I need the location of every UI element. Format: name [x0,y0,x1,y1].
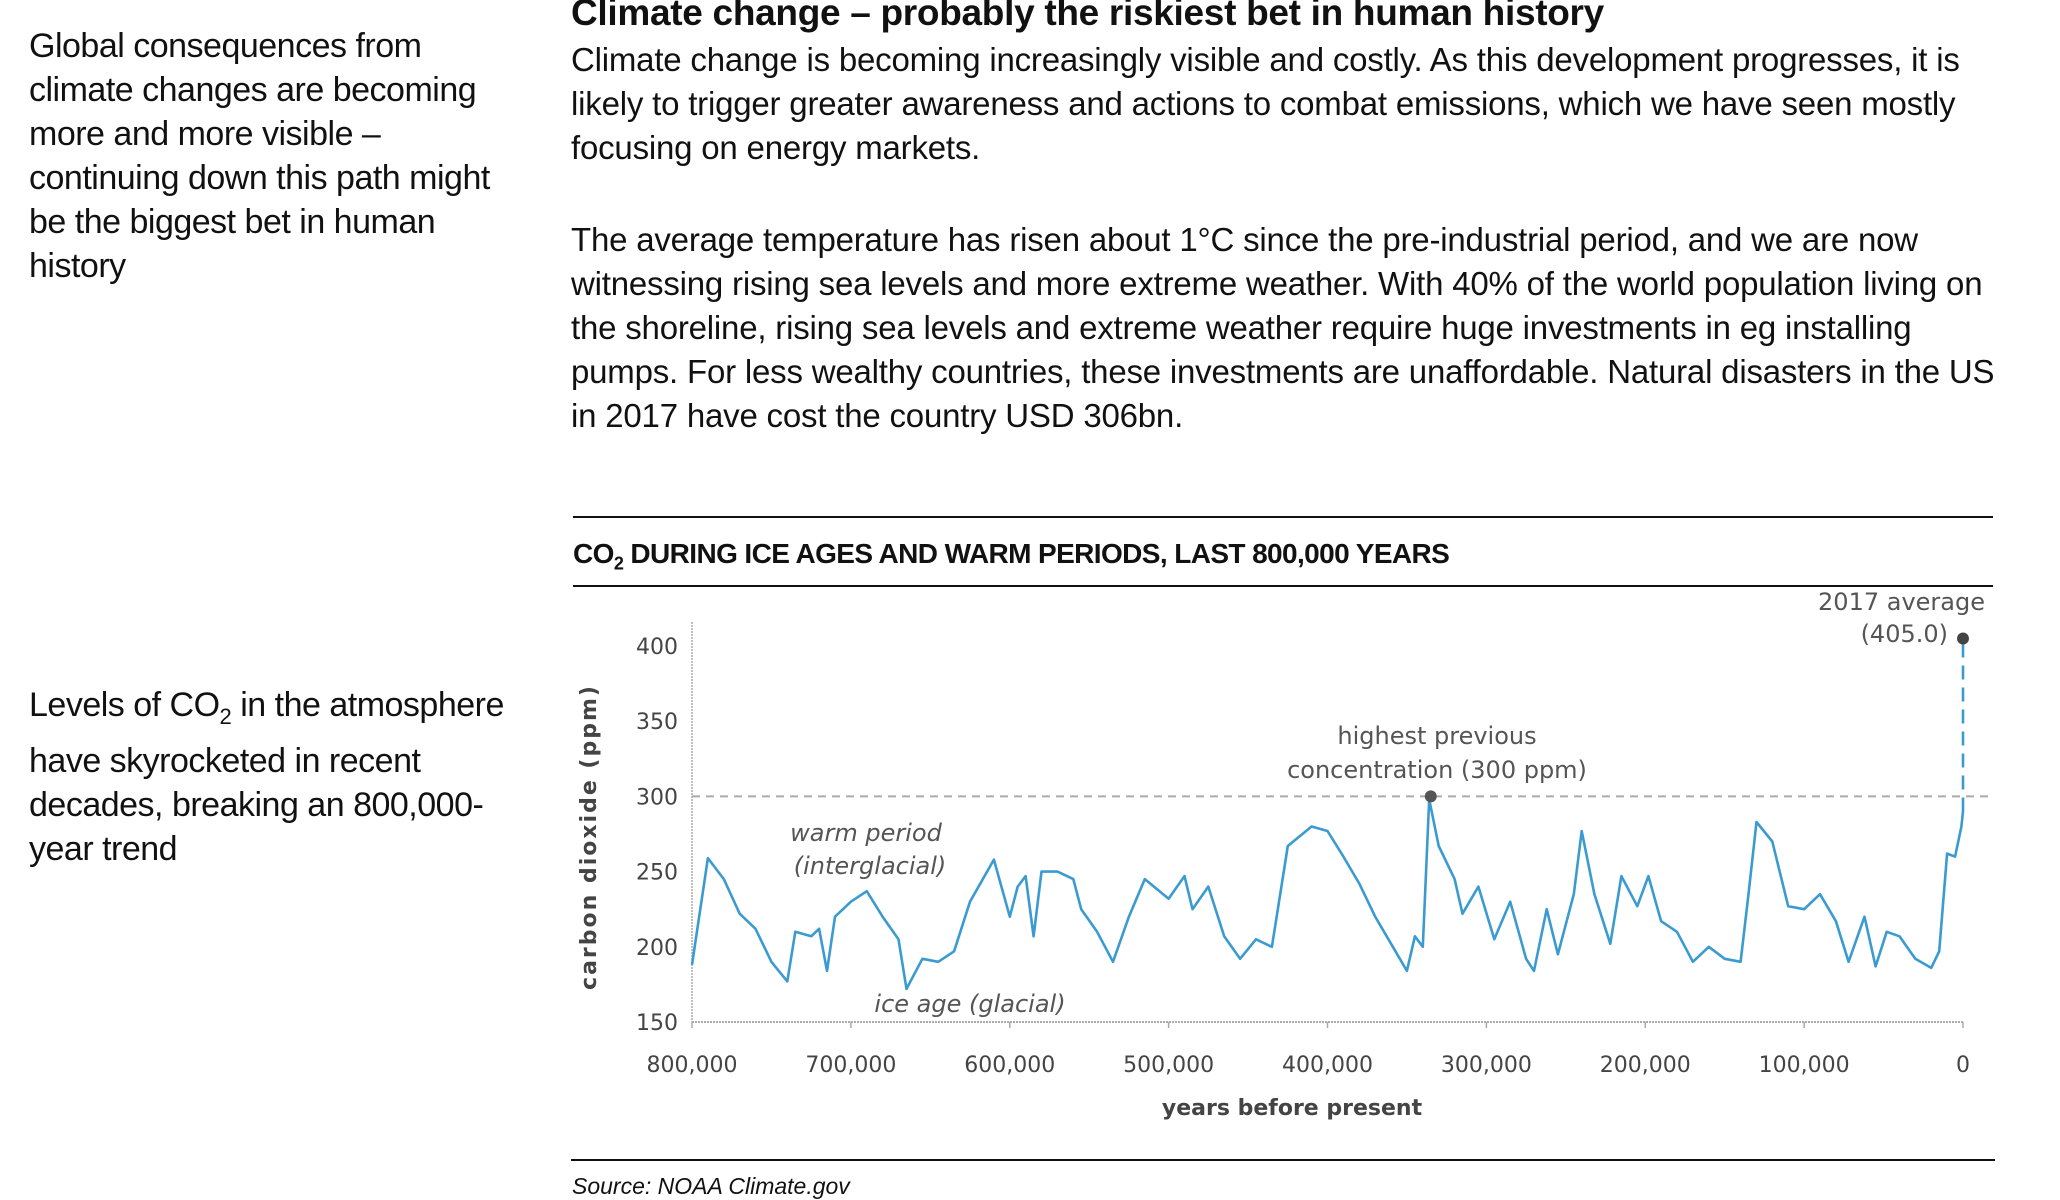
y-tick-label: 150 [636,1011,678,1036]
x-tick-label: 300,000 [1441,1053,1532,1078]
ice-age-label: ice age (glacial) [874,990,1065,1018]
interglacial-label: (interglacial) [794,852,947,880]
divider-chart-title [573,585,1993,587]
title-text: CO [573,538,614,569]
paragraph-2: The average temperature has risen about … [571,221,1995,434]
y-tick-label: 400 [636,635,678,660]
divider-top [573,516,1993,518]
y-axis-label: carbon dioxide (ppm) [577,684,602,990]
current-label-line1: 2017 average [1818,588,1985,616]
title-text: DURING ICE AGES AND WARM PERIODS, LAST 8… [623,538,1450,569]
threshold-label-line1: highest previous [1337,722,1536,750]
y-tick-label: 250 [636,861,678,886]
title-subscript: 2 [613,553,624,574]
threshold-point [1424,790,1437,803]
x-tick-label: 800,000 [647,1053,738,1078]
y-tick-label: 300 [636,785,678,810]
x-tick-label: 0 [1956,1053,1970,1078]
note-text: in the atmosphere have skyrocketed in re… [29,686,504,868]
current-label-line2: (405.0) [1861,620,1948,648]
note-text: Levels of CO [29,686,220,724]
paragraph-1: Climate change is becoming increasingly … [571,41,1960,166]
note-subscript: 2 [219,703,232,729]
source-note: Source: NOAA Climate.gov [572,1173,850,1199]
x-tick-label: 100,000 [1759,1053,1850,1078]
x-tick-label: 200,000 [1600,1053,1691,1078]
co2-series-line [690,798,1965,991]
threshold-label-line2: concentration (300 ppm) [1287,756,1587,784]
warm-period-label: warm period [790,819,942,847]
side-note-consequences: Global consequences from climate changes… [29,27,490,285]
y-tick-label: 350 [636,710,678,735]
chart-title: CO2 DURING ICE AGES AND WARM PERIODS, LA… [573,538,1450,575]
current-point [1957,632,1969,645]
x-tick-label: 700,000 [805,1053,896,1078]
y-tick-label: 200 [636,936,678,961]
divider-bottom [571,1159,1995,1161]
x-tick-label: 400,000 [1282,1053,1373,1078]
side-note-co2-levels: Levels of CO2 in the atmosphere have sky… [29,683,529,871]
x-tick-label: 600,000 [964,1053,1055,1078]
x-axis-label: years before present [1162,1096,1423,1121]
x-tick-label: 500,000 [1123,1053,1214,1078]
headline: Climate change – probably the riskiest b… [571,0,1604,33]
